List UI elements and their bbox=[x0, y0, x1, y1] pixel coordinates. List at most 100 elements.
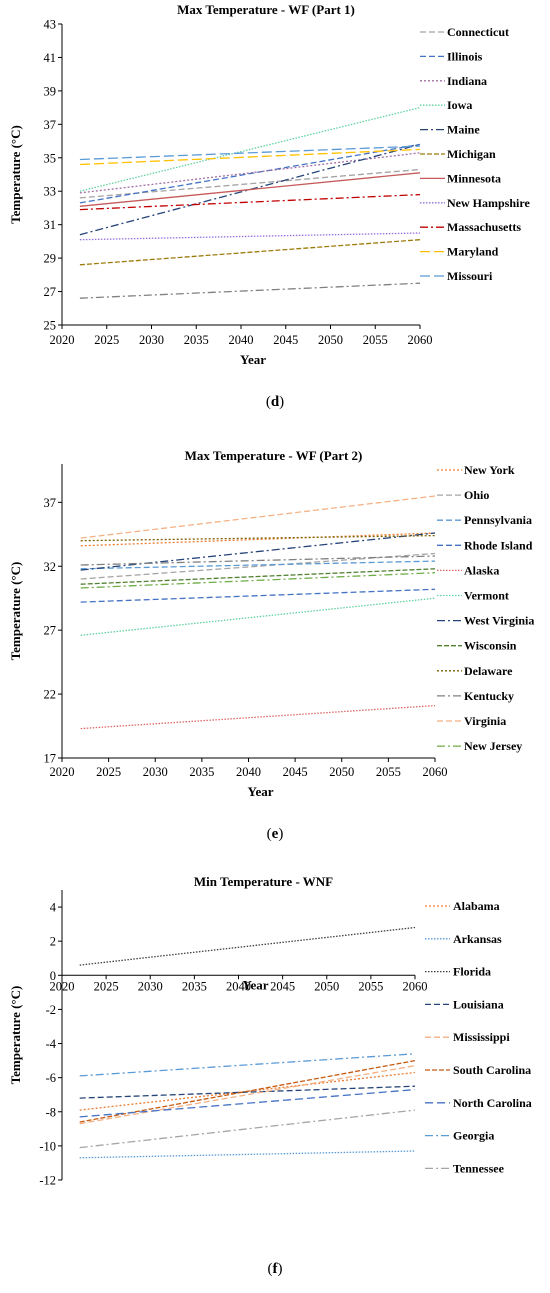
legend-entry: Louisiana bbox=[453, 997, 504, 1011]
y-tick-label: 27 bbox=[44, 624, 57, 638]
legend-entry: Alabama bbox=[453, 899, 500, 913]
legend-entry: New York bbox=[464, 463, 515, 477]
y-tick-label: 4 bbox=[50, 901, 57, 915]
y-tick-label: 17 bbox=[44, 752, 57, 766]
legend-entry: Tennessee bbox=[453, 1161, 505, 1175]
y-tick-label: -2 bbox=[46, 1003, 56, 1017]
series-line-michigan bbox=[79, 239, 421, 266]
series-line-new-jersey bbox=[80, 572, 436, 589]
series-line-tennessee bbox=[79, 1109, 416, 1149]
chart-title: Min Temperature - WNF bbox=[194, 874, 333, 889]
series-line-indiana bbox=[79, 152, 421, 194]
x-tick-label: 2035 bbox=[184, 333, 209, 347]
series-line-mississippi bbox=[79, 1065, 416, 1125]
legend-entry: Vermont bbox=[464, 589, 509, 603]
series-line-pennsylvania bbox=[80, 560, 436, 570]
series-line-rhode-island bbox=[80, 588, 436, 603]
y-tick-label: 0 bbox=[50, 969, 56, 983]
x-tick-label: 2030 bbox=[143, 765, 168, 779]
y-tick-label: 33 bbox=[44, 185, 57, 199]
legend-entry: Minnesota bbox=[447, 171, 501, 185]
panel-label: (d) bbox=[266, 394, 284, 410]
y-tick-label: 31 bbox=[44, 218, 57, 232]
panel-label: (e) bbox=[267, 826, 284, 842]
series-line-illinois bbox=[79, 143, 421, 204]
chart-panel-e: Max Temperature - WF (Part 2) 17 22 27 32 37 2… bbox=[8, 448, 534, 842]
legend-entry: Mississippi bbox=[453, 1030, 510, 1044]
x-tick-label: 2025 bbox=[96, 765, 121, 779]
x-tick-label: 2050 bbox=[314, 979, 339, 993]
legend-entry: Ohio bbox=[464, 488, 489, 502]
legend-entry: Rhode Island bbox=[464, 538, 533, 552]
chart-title: Max Temperature - WF (Part 2) bbox=[185, 448, 363, 463]
y-tick-label: -10 bbox=[39, 1139, 56, 1153]
legend-entry: Pennsylvania bbox=[464, 513, 532, 527]
y-tick-label: -6 bbox=[46, 1071, 56, 1085]
legend-entry: Delaware bbox=[464, 664, 513, 678]
series-line-louisiana bbox=[79, 1085, 416, 1099]
y-tick-label: 41 bbox=[44, 51, 57, 65]
x-tick-label: 2050 bbox=[329, 765, 354, 779]
x-tick-label: 2055 bbox=[363, 333, 388, 347]
x-tick-label: 2030 bbox=[139, 333, 164, 347]
legend-entry: Iowa bbox=[447, 98, 472, 112]
x-tick-label: 2060 bbox=[403, 979, 428, 993]
x-tick-label: 2035 bbox=[189, 765, 214, 779]
x-tick-label: 2040 bbox=[236, 765, 261, 779]
x-tick-label: 2045 bbox=[273, 333, 298, 347]
y-tick-label: -8 bbox=[46, 1105, 56, 1119]
x-tick-label: 2040 bbox=[229, 333, 254, 347]
y-tick-label: 25 bbox=[44, 319, 57, 333]
y-tick-label: 29 bbox=[44, 252, 57, 266]
x-tick-label: 2050 bbox=[318, 333, 343, 347]
x-tick-label: 2025 bbox=[94, 333, 119, 347]
legend-entry: Alaska bbox=[464, 563, 499, 577]
x-axis-label: Year bbox=[240, 352, 266, 367]
y-axis-label: Temperature (°C) bbox=[8, 562, 23, 661]
x-tick-label: 2055 bbox=[358, 979, 383, 993]
y-axis-label: Temperature (°C) bbox=[8, 125, 23, 224]
series-line-georgia bbox=[79, 1053, 416, 1077]
x-tick-label: 2045 bbox=[283, 765, 308, 779]
legend-entry: Illinois bbox=[447, 49, 483, 63]
y-tick-label: 22 bbox=[44, 688, 57, 702]
series-line-missouri bbox=[79, 145, 421, 161]
series-line-north-carolina bbox=[79, 1088, 416, 1118]
legend-entry: North Carolina bbox=[453, 1096, 532, 1110]
y-axis-label: Temperature (°C) bbox=[8, 986, 23, 1085]
legend-entry: Indiana bbox=[447, 74, 487, 88]
y-tick-label: 32 bbox=[44, 560, 57, 574]
series-line-alaska bbox=[80, 704, 436, 730]
series-line-florida bbox=[79, 926, 416, 966]
legend-entry: Florida bbox=[453, 965, 491, 979]
series-line-vermont bbox=[80, 597, 436, 636]
legend-entry: Connecticut bbox=[447, 25, 509, 39]
chart-panel-d: Max Temperature - WF (Part 1) 25 27 29 31 33 3… bbox=[8, 2, 530, 410]
series-line-south-carolina bbox=[79, 1059, 416, 1123]
legend-entry: Michigan bbox=[447, 147, 496, 161]
panel-label: (f) bbox=[268, 1261, 283, 1277]
legend-entry: Massachusetts bbox=[447, 220, 521, 234]
y-tick-label: 35 bbox=[44, 151, 57, 165]
y-tick-label: 27 bbox=[44, 285, 57, 299]
legend-entry: Maryland bbox=[447, 245, 499, 259]
series-line-ohio bbox=[80, 552, 436, 580]
x-tick-label: 2030 bbox=[138, 979, 163, 993]
legend-entry: Wisconsin bbox=[464, 639, 517, 653]
series-line-minnesota bbox=[79, 172, 421, 207]
series-line-maine bbox=[79, 143, 421, 236]
y-tick-label: 43 bbox=[44, 18, 57, 32]
series-line-delaware bbox=[80, 534, 436, 542]
x-tick-label: 2025 bbox=[94, 979, 119, 993]
legend-entry: South Carolina bbox=[453, 1063, 531, 1077]
series-line-iowa bbox=[79, 106, 421, 192]
series-line-arkansas bbox=[79, 1150, 416, 1159]
legend-entry: Virginia bbox=[464, 714, 506, 728]
legend-entry: Missouri bbox=[447, 269, 493, 283]
x-tick-label: 2020 bbox=[50, 765, 75, 779]
series-line-maryland bbox=[79, 148, 421, 166]
y-tick-label: 37 bbox=[44, 118, 57, 132]
legend-entry: Georgia bbox=[453, 1129, 494, 1143]
series-line-unlabeled bbox=[79, 282, 421, 299]
